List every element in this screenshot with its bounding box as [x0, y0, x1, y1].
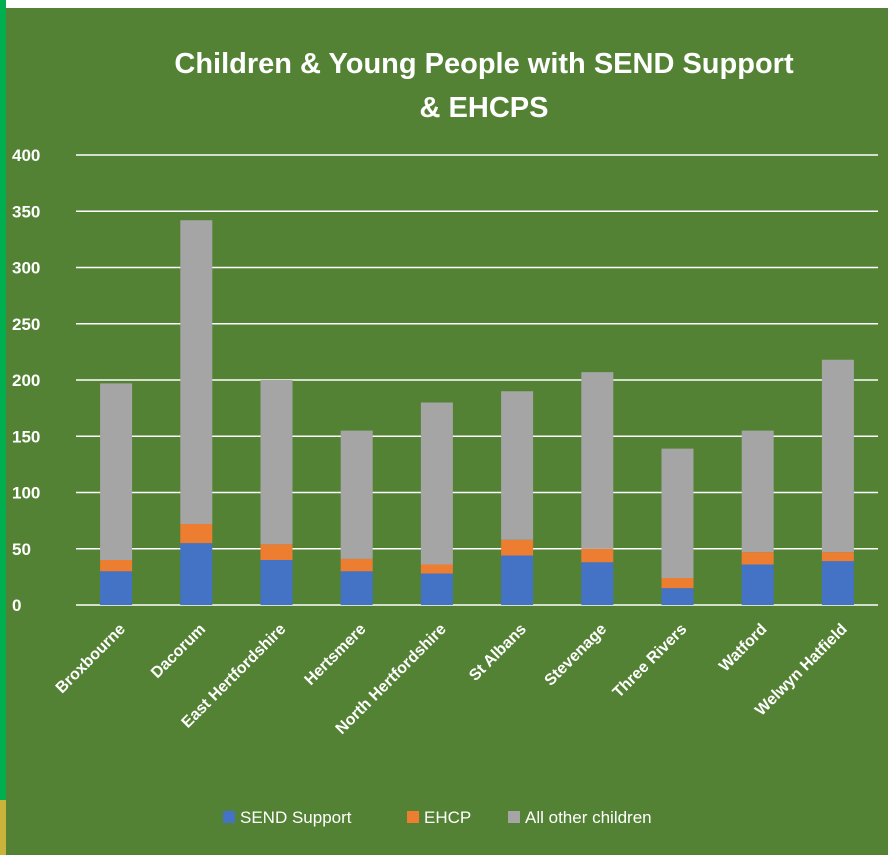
bar-send-support-broxbourne [100, 571, 133, 605]
bar-ehcp-welwyn-hatfield [821, 552, 854, 562]
legend-label: EHCP [424, 808, 471, 827]
y-tick-label: 50 [12, 540, 31, 559]
x-category-label: Dacorum [148, 621, 209, 682]
legend: SEND Support EHCP All other children [223, 808, 652, 827]
bar-all-other-children-north-hertfordshire [420, 402, 453, 565]
legend-swatch [508, 811, 520, 823]
bar-all-other-children-dacorum [180, 220, 213, 524]
y-tick-label: 300 [12, 259, 40, 278]
y-tick-label: 250 [12, 315, 40, 334]
bar-send-support-watford [741, 564, 774, 605]
x-category-label: Stevenage [542, 621, 611, 690]
bars [100, 220, 854, 605]
y-tick-label: 0 [12, 596, 21, 615]
legend-label: All other children [525, 808, 652, 827]
bar-ehcp-broxbourne [100, 560, 133, 572]
legend-swatch [223, 811, 235, 823]
x-category-label: Hertsmere [302, 621, 370, 689]
bar-send-support-welwyn-hatfield [821, 561, 854, 605]
bar-send-support-north-hertfordshire [420, 573, 453, 605]
bar-send-support-stevenage [581, 562, 614, 605]
bar-ehcp-hertsmere [340, 558, 373, 572]
legend-swatch [407, 811, 419, 823]
bar-ehcp-st-albans [501, 539, 534, 556]
chart-title: Children & Young People with SEND Suppor… [174, 48, 794, 124]
y-tick-label: 400 [12, 146, 40, 165]
bar-ehcp-stevenage [581, 548, 614, 563]
x-category-label: Three Rivers [610, 621, 691, 702]
chart-title-line-2: & EHCPS [420, 92, 549, 124]
x-category-label: Watford [716, 621, 770, 675]
y-tick-label: 200 [12, 371, 40, 390]
window-left-edge-accent [0, 800, 6, 855]
bar-ehcp-dacorum [180, 524, 213, 544]
x-category-label: Broxbourne [53, 621, 129, 697]
bar-all-other-children-east-hertfordshire [260, 380, 293, 545]
bar-all-other-children-st-albans [501, 391, 534, 540]
y-tick-label: 150 [12, 427, 40, 446]
bar-ehcp-three-rivers [661, 578, 694, 589]
legend-label: SEND Support [240, 808, 352, 827]
bar-send-support-dacorum [180, 543, 213, 605]
bar-send-support-east-hertfordshire [260, 560, 293, 605]
bar-ehcp-watford [741, 552, 774, 565]
y-tick-label: 100 [12, 484, 40, 503]
bar-all-other-children-broxbourne [100, 383, 133, 560]
bar-send-support-three-rivers [661, 588, 694, 605]
bar-all-other-children-hertsmere [340, 430, 373, 559]
bar-all-other-children-welwyn-hatfield [821, 359, 854, 553]
bar-all-other-children-stevenage [581, 372, 614, 549]
bar-send-support-hertsmere [340, 571, 373, 605]
y-tick-label: 350 [12, 202, 40, 221]
bar-send-support-st-albans [501, 555, 534, 605]
chart-title-line-1: Children & Young People with SEND Suppor… [174, 48, 794, 80]
y-axis-tick-labels: 0 50 100 150 200 250 300 350 400 [12, 146, 40, 615]
bar-ehcp-north-hertfordshire [420, 564, 453, 574]
bar-all-other-children-three-rivers [661, 448, 694, 578]
window-left-edge [0, 0, 6, 855]
bar-ehcp-east-hertfordshire [260, 544, 293, 560]
bar-all-other-children-watford [741, 430, 774, 553]
x-category-label: St Albans [466, 621, 530, 685]
window-top-edge [6, 0, 888, 8]
